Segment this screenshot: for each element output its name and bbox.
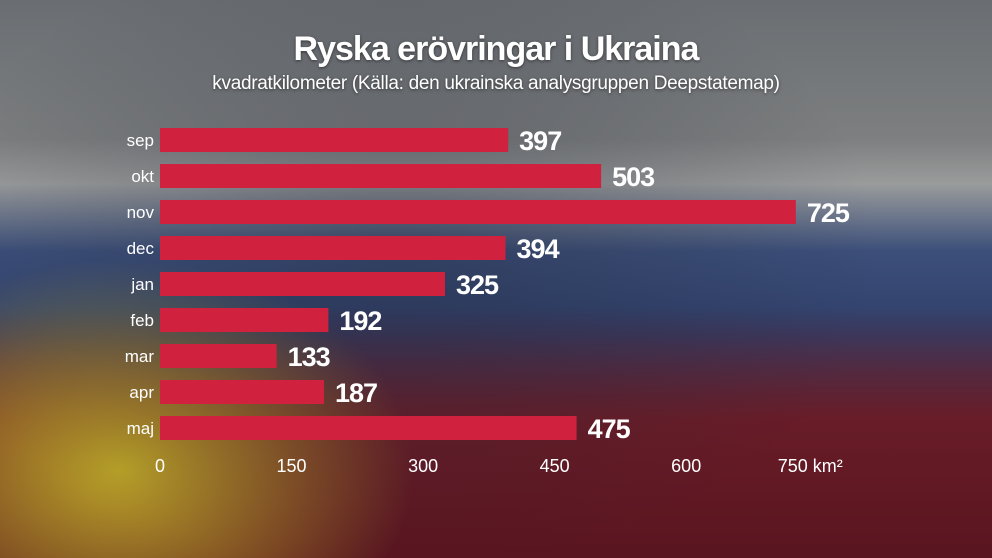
data-label: 725 bbox=[807, 198, 850, 228]
data-label: 192 bbox=[339, 306, 381, 336]
category-label: jan bbox=[130, 275, 154, 294]
chart-title: Ryska erövringar i Ukraina bbox=[293, 30, 700, 68]
x-tick-label: 750 km² bbox=[778, 456, 843, 476]
category-label: mar bbox=[125, 347, 155, 366]
data-label: 394 bbox=[517, 234, 560, 264]
bar-nov bbox=[160, 200, 796, 224]
category-label: nov bbox=[127, 203, 155, 222]
data-label: 133 bbox=[288, 342, 331, 372]
bar-feb bbox=[160, 308, 329, 332]
bar-dec bbox=[160, 236, 506, 260]
x-tick-label: 300 bbox=[408, 456, 438, 476]
category-label: apr bbox=[129, 383, 154, 402]
category-label: sep bbox=[127, 131, 154, 150]
category-label: feb bbox=[130, 311, 154, 330]
category-label: maj bbox=[127, 419, 154, 438]
data-label: 503 bbox=[612, 162, 655, 192]
x-tick-label: 450 bbox=[540, 456, 570, 476]
bar-jan bbox=[160, 272, 446, 296]
data-label: 475 bbox=[588, 414, 631, 444]
bar-apr bbox=[160, 380, 324, 404]
x-tick-label: 600 bbox=[671, 456, 701, 476]
data-label: 187 bbox=[335, 378, 377, 408]
bar-mar bbox=[160, 344, 277, 368]
bar-maj bbox=[160, 416, 577, 440]
x-tick-label: 0 bbox=[155, 456, 165, 476]
bar-sep bbox=[160, 128, 509, 152]
category-label: okt bbox=[131, 167, 154, 186]
category-label: dec bbox=[127, 239, 155, 258]
x-tick-label: 150 bbox=[277, 456, 307, 476]
bar-okt bbox=[160, 164, 602, 188]
data-label: 325 bbox=[456, 270, 499, 300]
data-label: 397 bbox=[519, 126, 561, 156]
chart-subtitle: kvadratkilometer (Källa: den ukrainska a… bbox=[212, 73, 780, 94]
